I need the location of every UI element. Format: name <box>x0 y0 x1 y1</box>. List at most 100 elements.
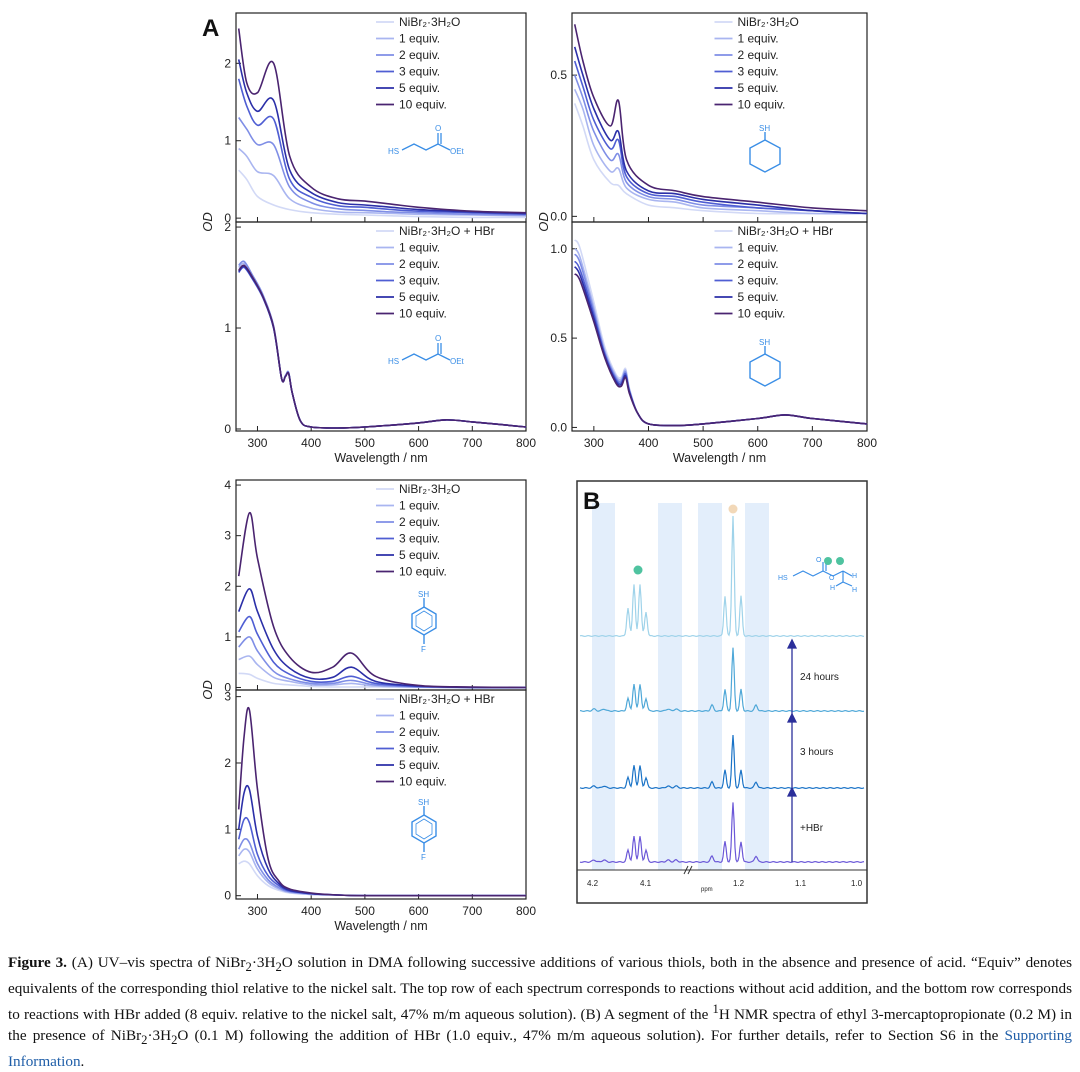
legend-label: 5 equiv. <box>399 758 440 772</box>
x-axis-label: Wavelength / nm <box>334 919 427 933</box>
y-tick-label: 1 <box>224 321 231 335</box>
legend-label: 2 equiv. <box>399 515 440 529</box>
ethyl-mercaptopropionate-structure-bottom <box>401 343 451 361</box>
nmr-band <box>592 503 615 870</box>
plot-frame <box>571 12 868 223</box>
y-tick-label: 0.5 <box>550 68 567 82</box>
fluorothiophenol-structure-bottom <box>411 806 437 852</box>
legend-label: 3 equiv. <box>399 532 440 546</box>
legend-label: 10 equiv. <box>399 775 447 789</box>
series-line <box>573 103 867 215</box>
y-tick-label: 3 <box>224 690 231 704</box>
figure-caption: Figure 3. (A) UV–vis spectra of NiBr2·3H… <box>8 954 1073 1071</box>
nmr-structure-h: H <box>830 585 835 592</box>
x-tick-label: 300 <box>247 904 267 918</box>
nmr-structure-o-ester: O <box>829 575 835 582</box>
y-tick-label: 2 <box>224 56 231 70</box>
ester-hs-label-bottom: HS <box>388 357 399 366</box>
x-tick-label: 700 <box>802 436 822 450</box>
legend-label: 3 equiv. <box>399 274 440 288</box>
figure-3: A 0 1 2 OD NiBr₂·3H₂O 1 equiv. 2 equiv. 3 equiv… <box>200 12 877 933</box>
x-tick-label: 400 <box>638 436 658 450</box>
chart-a3-ester-hbr: 0 1 2 300 400 500 600 700 800 Wavelength / nm NiBr… <box>224 220 536 465</box>
legend-label: 5 equiv. <box>738 290 779 304</box>
legend-label: 5 equiv. <box>399 81 440 95</box>
series-line <box>238 266 527 429</box>
legend-label: NiBr₂·3H₂O <box>738 15 799 29</box>
nmr-band <box>698 503 722 870</box>
legend-label: NiBr₂·3H₂O <box>399 482 460 496</box>
nmr-trace <box>579 802 865 864</box>
y-axis-label-od: OD <box>200 212 215 232</box>
legend-label: 10 equiv. <box>399 565 447 579</box>
series-line <box>237 512 527 689</box>
nmr-panel-b: B HS O O H H H 24 hours 3 h <box>576 480 868 904</box>
x-tick-label: 500 <box>693 436 713 450</box>
series-line <box>238 264 527 429</box>
fluorothiophenol-f-label-bottom: F <box>421 853 426 862</box>
series-line <box>573 74 868 215</box>
nmr-structure <box>792 562 853 587</box>
cyclohexanethiol-sh-label-top: SH <box>759 124 770 133</box>
panel-a-label: A <box>202 15 219 42</box>
legend-label: 1 equiv. <box>399 241 440 255</box>
cyclohexanethiol-structure-bottom <box>749 346 781 387</box>
fluorothiophenol-f-label-top: F <box>421 645 426 654</box>
caption-text: O (0.1 M) following the addition of HBr … <box>177 1027 1005 1045</box>
ester-oet-label-bottom: OEt <box>450 357 465 366</box>
y-tick-label: 2 <box>224 756 231 770</box>
x-tick-label: 800 <box>516 904 536 918</box>
y-tick-label: 0 <box>224 422 231 436</box>
legend-label: 1 equiv. <box>399 32 440 46</box>
y-tick-label: 0 <box>224 680 231 694</box>
nmr-time-arrows <box>786 638 798 862</box>
legend-label: 10 equiv. <box>399 307 447 321</box>
nmr-band <box>745 503 769 870</box>
nmr-marker-ch2 <box>633 565 643 575</box>
series-line <box>237 587 527 689</box>
series-line <box>237 784 526 897</box>
y-tick-label: 1 <box>224 134 231 148</box>
x-axis-label: Wavelength / nm <box>673 451 766 465</box>
legend-label: 2 equiv. <box>738 257 779 271</box>
x-tick-label: 600 <box>409 904 429 918</box>
chart-a1-ester-no-acid: 0 1 2 OD NiBr₂·3H₂O 1 equiv. 2 equiv. 3 equiv. 5… <box>200 12 527 232</box>
plot-frame <box>235 689 527 900</box>
nmr-structure-h: H <box>852 587 857 594</box>
series-line <box>238 265 527 429</box>
nmr-tick: 1.2 <box>733 879 745 888</box>
nmr-structure-hs: HS <box>778 575 788 582</box>
nmr-time-label-24h: 24 hours <box>800 672 839 683</box>
nmr-band <box>658 503 682 870</box>
legend-label: 5 equiv. <box>399 290 440 304</box>
chart-a4-cyclohexanethiol-hbr: 0.0 0.5 1.0 300 400 500 600 700 800 Wavelength / … <box>550 221 877 465</box>
nmr-time-label-3h: 3 hours <box>800 747 833 758</box>
nmr-panel-label: B <box>583 488 600 515</box>
x-tick-label: 700 <box>462 904 482 918</box>
legend-label: 1 equiv. <box>399 709 440 723</box>
nmr-tick: 1.0 <box>851 879 863 888</box>
y-tick-label: 0.0 <box>550 420 567 434</box>
plot-frame <box>235 221 527 432</box>
series-line <box>238 169 527 219</box>
ester-o-label-top: O <box>435 124 441 133</box>
x-tick-label: 500 <box>355 436 375 450</box>
series-line <box>573 24 868 212</box>
cyclohexanethiol-structure-top <box>749 132 781 173</box>
y-tick-label: 0 <box>224 889 231 903</box>
y-tick-label: 1.0 <box>550 242 567 256</box>
legend-label: NiBr₂·3H₂O + HBr <box>738 224 834 238</box>
legend-label: 2 equiv. <box>738 48 779 62</box>
series-line <box>238 264 527 429</box>
series-line <box>238 117 527 216</box>
series-line <box>238 260 527 429</box>
y-tick-label: 4 <box>224 478 231 492</box>
x-tick-label: 400 <box>301 436 321 450</box>
ethyl-mercaptopropionate-structure-top <box>401 133 451 151</box>
nmr-structure-dot <box>824 557 832 565</box>
nmr-trace <box>579 647 865 713</box>
legend-label: NiBr₂·3H₂O + HBr <box>399 692 495 706</box>
y-tick-label: 2 <box>224 220 231 234</box>
y-tick-label: 3 <box>224 529 231 543</box>
caption-text: (A) UV–vis spectra of NiBr <box>66 954 246 971</box>
